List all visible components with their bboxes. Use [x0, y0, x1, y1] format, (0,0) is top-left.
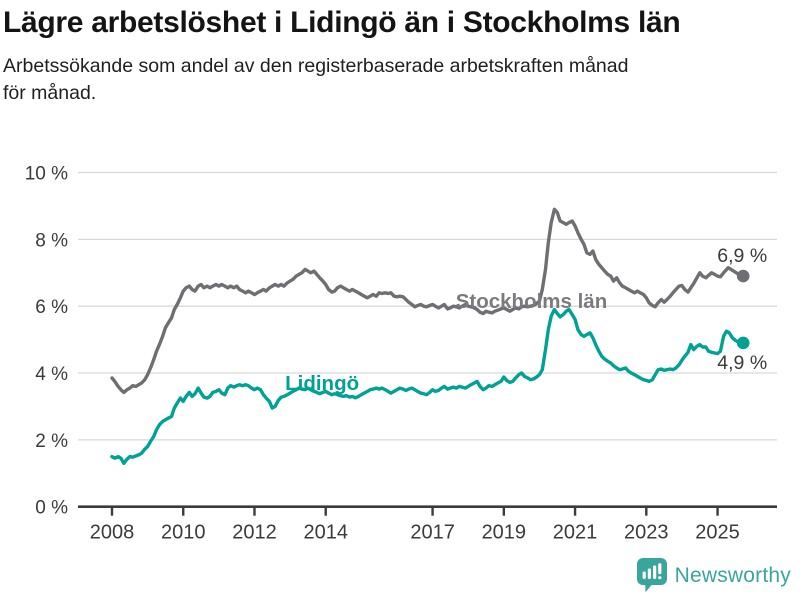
brand-name: Newsworthy: [674, 563, 791, 587]
series-end-dot-lidingo: [736, 336, 750, 350]
x-tick-label: 2019: [482, 522, 527, 544]
series-end-dot-stockholms-lan: [736, 269, 750, 283]
y-tick-label: 2 %: [35, 431, 68, 452]
x-tick-label: 2010: [161, 522, 206, 544]
end-value-label-lidingo: 4,9 %: [717, 352, 767, 374]
y-tick-label: 8 %: [35, 230, 68, 251]
brand-footer: Newsworthy: [636, 558, 791, 593]
x-tick-label: 2017: [410, 522, 455, 544]
y-tick-label: 4 %: [35, 364, 68, 385]
y-tick-label: 6 %: [35, 297, 68, 318]
chart-header: Lägre arbetslöshet i Lidingö än i Stockh…: [3, 4, 797, 107]
series-label-stockholms-lan: Stockholms län: [456, 290, 608, 313]
page-title: Lägre arbetslöshet i Lidingö än i Stockh…: [3, 6, 681, 39]
x-tick-label: 2014: [303, 522, 348, 544]
newsworthy-logo-icon: [636, 558, 667, 593]
series-line-stockholms-lan: [110, 207, 745, 395]
series-line-lidingo: [110, 307, 745, 465]
subtitle-line-1: Arbetssökande som andel av den registerb…: [3, 55, 629, 77]
x-tick-label: 2008: [90, 522, 135, 544]
x-tick-label: 2021: [553, 522, 598, 544]
series-label-lidingo: Lidingö: [285, 372, 359, 395]
x-tick-label: 2025: [695, 522, 740, 544]
subtitle-line-2: för månad.: [3, 82, 97, 104]
x-tick-label: 2023: [624, 522, 669, 544]
end-value-label-stockholms-lan: 6,9 %: [717, 245, 767, 267]
x-tick-label: 2012: [232, 522, 277, 544]
y-tick-label: 0 %: [35, 498, 68, 519]
y-tick-label: 10 %: [25, 164, 68, 185]
chart-subtitle: Arbetssökande som andel av den registerb…: [3, 53, 797, 107]
